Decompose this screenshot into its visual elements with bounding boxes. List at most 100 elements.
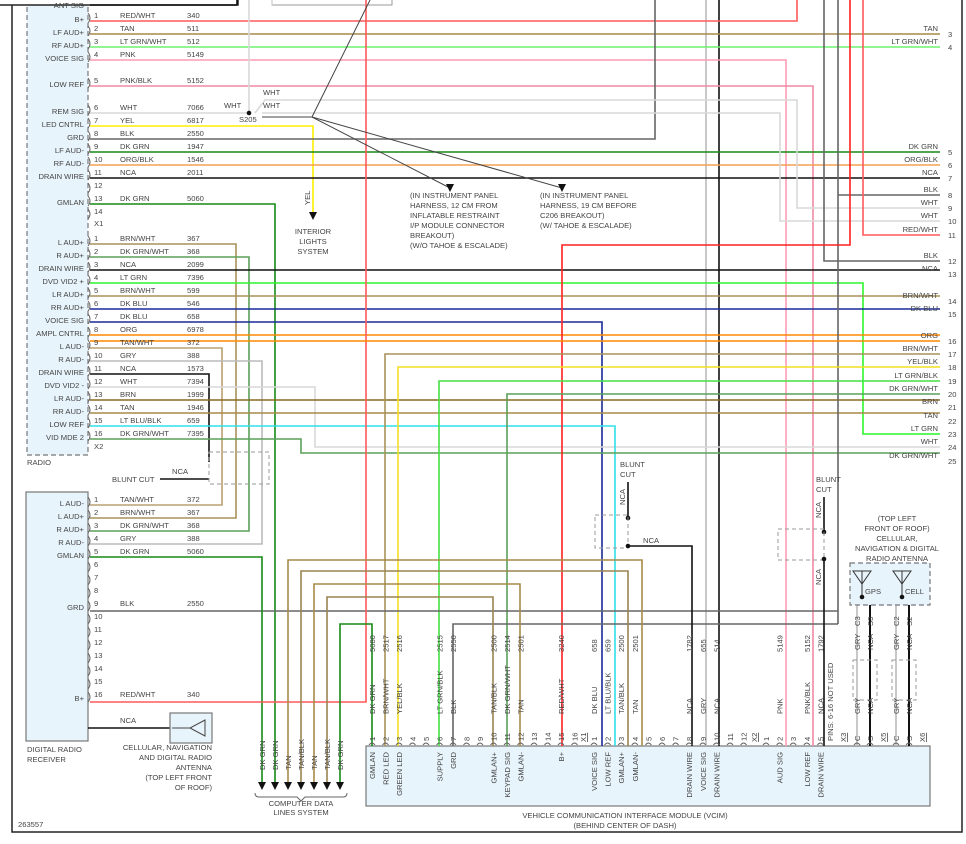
vcim-connector-label: X1 [579,733,588,742]
radio-func-label: LED CNTRL [42,120,84,129]
circuit-number: 2550 [187,599,204,608]
wire-color-label: WHT [120,103,138,112]
radio-func-label: DVD VID2 + [42,277,84,286]
radio-x2-wire-1 [90,243,237,519]
right-pin-number: 5 [948,148,952,157]
vcim-terminal-icon [762,742,770,746]
pin-number: 10 [94,155,102,164]
right-wire-color-label: BLK [924,251,938,260]
wire-color-label: LT BLU/BLK [120,416,162,425]
vcim-circuit-number: 2514 [503,635,512,652]
vcim-pin-number: 8 [463,737,472,741]
splice-location-note: C206 BREAKOUT) [540,211,605,220]
terminal-icon [87,169,91,181]
right-wire-color-label: TAN [923,24,938,33]
right-pin-number: 16 [948,337,956,346]
terminal-icon [87,326,91,338]
brn-wht-wire [384,353,940,746]
vcim-func-label: AUD SIG [776,752,785,783]
terminal-icon [87,339,91,351]
vcim-terminal-icon [530,742,538,746]
circuit-number: 546 [187,299,200,308]
vcim-terminal-icon [617,742,625,746]
antenna-label: ANTENNA [176,763,213,772]
pin-number: 1 [94,234,98,243]
wire-color-label: PNK [120,50,136,59]
circuit-number: 368 [187,247,200,256]
vcim-pin-number: 7 [449,737,458,741]
vcim-terminal-icon [463,742,470,746]
radio-func-label: R AUD- [58,355,84,364]
right-pin-number: 9 [948,204,952,213]
pin-number: 11 [94,168,102,177]
vcim-wire-color-label: BRN/WHT [382,678,391,714]
computer-data-lines-label: COMPUTER DATA [269,799,335,808]
right-pin-number: 20 [948,390,956,399]
terminal-icon [87,665,91,677]
radio-x2-wire-2 [90,256,250,532]
roof-antenna-label: (TOP LEFT [878,514,917,523]
vcim-pin-number: 9 [476,737,485,741]
drr-func-label: GRD [67,603,84,612]
pin-number: 9 [94,142,98,151]
pin-number: 4 [94,273,98,282]
computer-data-arrow-icon [336,782,344,790]
vcim-wire-color-label: NCA [685,697,694,714]
vcim-circuit-number: 3240 [557,635,566,652]
right-pin-number: 14 [948,297,956,306]
terminal-icon [87,156,91,168]
radio-func-label: AMPL CNTRL [36,329,84,338]
terminal-icon [87,509,91,521]
blunt-cut-label: BLUNT [816,475,841,484]
terminal-icon [87,626,91,638]
cell-label: CELL [905,587,924,596]
right-pin-number: 18 [948,363,956,372]
terminal-icon [87,104,91,116]
terminal-icon [87,38,91,50]
circuit-number: 7394 [187,377,204,386]
radio-x1-wire-7 [90,125,314,212]
terminal-icon [87,691,91,703]
vcim-func-label: VOICE SIG [699,752,708,791]
wire-color-label: GRY [853,634,862,650]
computer-data-arrow-icon [323,782,331,790]
vcim-circuit-number: 2500 [617,635,626,652]
radio-func-label: ANT SIG [54,1,84,10]
wire-color-label: DK GRN/WHT [120,429,169,438]
antenna-node [899,594,905,600]
terminal-label: S2 [905,617,914,626]
pin-number: 7 [94,312,98,321]
splice-leader-line [311,116,563,189]
vcim-pin-number: 12 [517,733,526,741]
vcim-func-label: SUPPLY [436,752,445,781]
terminal-icon [87,235,91,247]
right-wire-color-label: LT GRN [911,424,938,433]
pin-number: 6 [94,299,98,308]
wire-color-label: NCA [172,467,189,476]
wire-color-label: NCA [120,716,137,725]
diagram-frame [11,0,963,833]
vcim-pin-number: 5 [422,737,431,741]
vcim-func-label: LOW REF [604,752,613,787]
terminal-icon [87,352,91,364]
terminal-icon [87,130,91,142]
circuit-number: 6817 [187,116,204,125]
wire-color-label: TAN/WHT [120,495,154,504]
wht-branch-wire [262,112,940,222]
circuit-number: 1573 [187,364,204,373]
radio-x2-wire-12 [90,386,940,448]
terminal-icon [87,430,91,442]
terminal-icon [87,522,91,534]
radio-func-label: LR AUD- [54,394,84,403]
right-pin-number: 17 [948,350,956,359]
right-wire-color-label: DK GRN/WHT [889,384,938,393]
circuit-number: 7395 [187,429,204,438]
radio-x1-wire-5 [90,85,814,746]
circuit-number: 659 [187,416,200,425]
radio-func-label: B+ [75,15,85,24]
right-wire-color-label: BLK [924,185,938,194]
vcim-terminal-icon [436,742,443,746]
pin-number: 3 [94,37,98,46]
circuit-number: 1546 [187,155,204,164]
